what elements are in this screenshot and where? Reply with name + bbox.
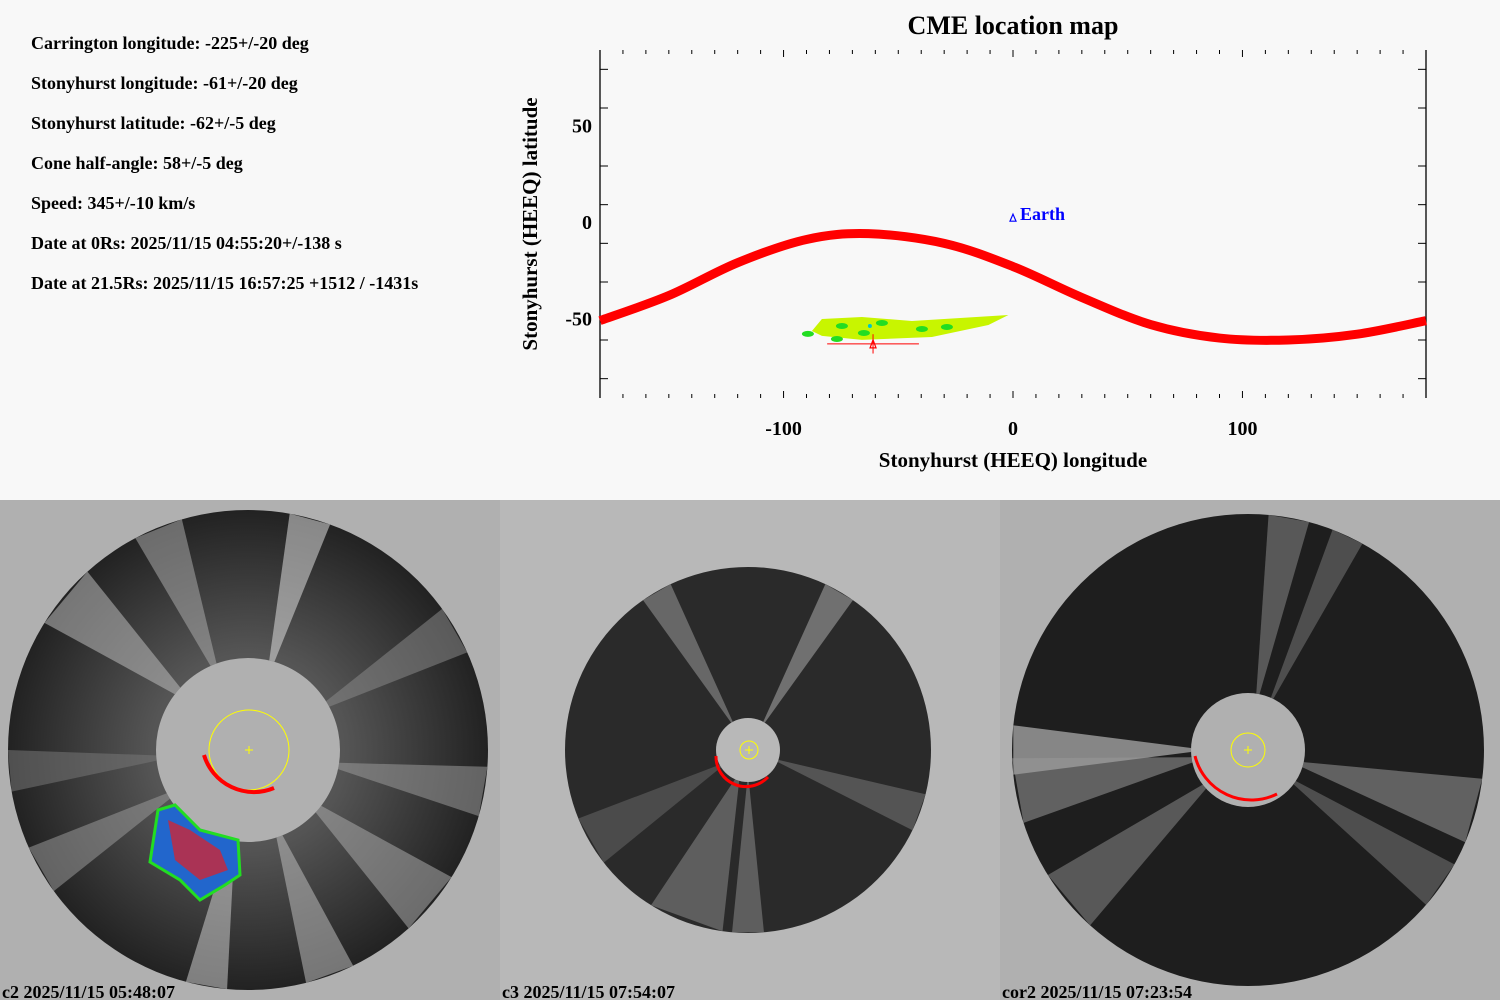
chart-title: CME location map bbox=[908, 11, 1119, 40]
earth-label: Earth bbox=[1020, 204, 1065, 224]
streamer-ray bbox=[276, 835, 354, 983]
streamer-ray bbox=[1256, 514, 1310, 695]
panel-cor2: cor2 2025/11/15 07:23:54 bbox=[1000, 500, 1500, 1000]
streamer-ray bbox=[1302, 762, 1483, 843]
cone-half-angle: Cone half-angle: 58+/-5 deg bbox=[31, 153, 243, 173]
speed: Speed: 345+/-10 km/s bbox=[31, 193, 196, 213]
cme-projection-patch bbox=[867, 324, 872, 328]
earth-boundary-curve bbox=[598, 229, 1427, 345]
cme-projection-patch bbox=[940, 324, 953, 330]
x-tick-label: 100 bbox=[1227, 418, 1257, 440]
c3-streamers bbox=[578, 584, 926, 933]
c2-image bbox=[8, 510, 488, 990]
earth-marker-icon bbox=[1009, 212, 1017, 222]
y-tick-label: 50 bbox=[572, 115, 592, 137]
y-tick-label: 0 bbox=[582, 212, 592, 234]
x-axis-label: Stonyhurst (HEEQ) longitude bbox=[879, 448, 1147, 472]
cme-projection-region bbox=[801, 315, 1009, 342]
cor2-sun-center-icon bbox=[1244, 746, 1252, 754]
streamer-ray bbox=[135, 519, 217, 666]
c2-sun-circle bbox=[208, 709, 290, 791]
streamer-ray bbox=[651, 779, 740, 932]
streamer-ray bbox=[337, 762, 488, 817]
c2-cme-core bbox=[168, 820, 228, 880]
c2-streamers bbox=[8, 513, 488, 990]
c2-cme-front bbox=[202, 754, 275, 795]
streamer-ray bbox=[1047, 784, 1207, 926]
streamer-ray bbox=[732, 781, 764, 933]
y-axis-label: Stonyhurst (HEEQ) latitude bbox=[518, 97, 542, 350]
panel-c3: c3 2025/11/15 07:54:07 bbox=[500, 500, 1000, 1000]
streamer-ray bbox=[1012, 757, 1193, 823]
cme-projection-patch bbox=[801, 330, 814, 337]
c3-sun-center-icon bbox=[745, 746, 753, 754]
c3-sun-circle bbox=[739, 740, 759, 760]
streamer-ray bbox=[1293, 781, 1455, 905]
cme-projection-patch bbox=[830, 336, 843, 342]
c2-sun-center-icon bbox=[245, 746, 253, 754]
stonyhurst-latitude: Stonyhurst latitude: -62+/-5 deg bbox=[31, 113, 276, 133]
streamer-ray bbox=[1270, 529, 1363, 699]
carrington-longitude: Carrington longitude: -225+/-20 deg bbox=[31, 33, 309, 53]
date-at-0rs: Date at 0Rs: 2025/11/15 04:55:20+/-138 s bbox=[31, 233, 342, 253]
plot-axes: -100 0 100 50 0 -50 bbox=[565, 50, 1427, 440]
cme-projection-patch bbox=[915, 326, 928, 332]
streamer-ray bbox=[269, 513, 331, 662]
cme-projection-patch bbox=[875, 320, 888, 326]
cme-source-marker-icon bbox=[869, 338, 877, 349]
streamer-ray bbox=[315, 805, 452, 929]
cor2-image bbox=[1012, 514, 1484, 986]
cor2-streamers bbox=[1012, 514, 1483, 926]
coronagraph-panels: c2 2025/11/15 05:48:07 c3 2025/11/15 07:… bbox=[0, 500, 1500, 1000]
streamer-ray bbox=[578, 764, 722, 863]
streamer-ray bbox=[28, 793, 170, 892]
x-tick-label: 0 bbox=[1008, 418, 1018, 440]
boundary-line bbox=[598, 229, 1427, 345]
streamer-ray bbox=[643, 584, 733, 723]
streamer-ray bbox=[326, 608, 468, 707]
x-tick-label: -100 bbox=[765, 418, 802, 440]
cor2-cme-front bbox=[1193, 755, 1278, 802]
y-tick-label: -50 bbox=[565, 309, 592, 331]
streamer-ray bbox=[777, 759, 926, 831]
cor2-sun-circle bbox=[1230, 732, 1266, 768]
c2-label: c2 2025/11/15 05:48:07 bbox=[2, 982, 175, 1000]
streamer-ray bbox=[8, 750, 157, 792]
panel-c2: c2 2025/11/15 05:48:07 bbox=[0, 500, 500, 1000]
plot-markers: Earth bbox=[827, 204, 1065, 354]
cme-projection-patch bbox=[857, 330, 870, 336]
date-at-21-5rs: Date at 21.5Rs: 2025/11/15 16:57:25 +151… bbox=[31, 273, 419, 293]
cme-location-map: CME location map Stonyhurst (HEEQ) longi… bbox=[518, 11, 1427, 472]
c3-label: c3 2025/11/15 07:54:07 bbox=[502, 982, 675, 1000]
streamer-ray bbox=[763, 584, 853, 723]
streamer-ray bbox=[44, 571, 181, 695]
c3-image bbox=[565, 567, 931, 933]
stonyhurst-longitude: Stonyhurst longitude: -61+/-20 deg bbox=[31, 73, 298, 93]
c3-cme-front bbox=[714, 755, 770, 789]
cme-parameters: Carrington longitude: -225+/-20 deg Ston… bbox=[31, 30, 418, 310]
cor2-label: cor2 2025/11/15 07:23:54 bbox=[1002, 982, 1192, 1000]
cme-projection-patch bbox=[835, 323, 848, 329]
